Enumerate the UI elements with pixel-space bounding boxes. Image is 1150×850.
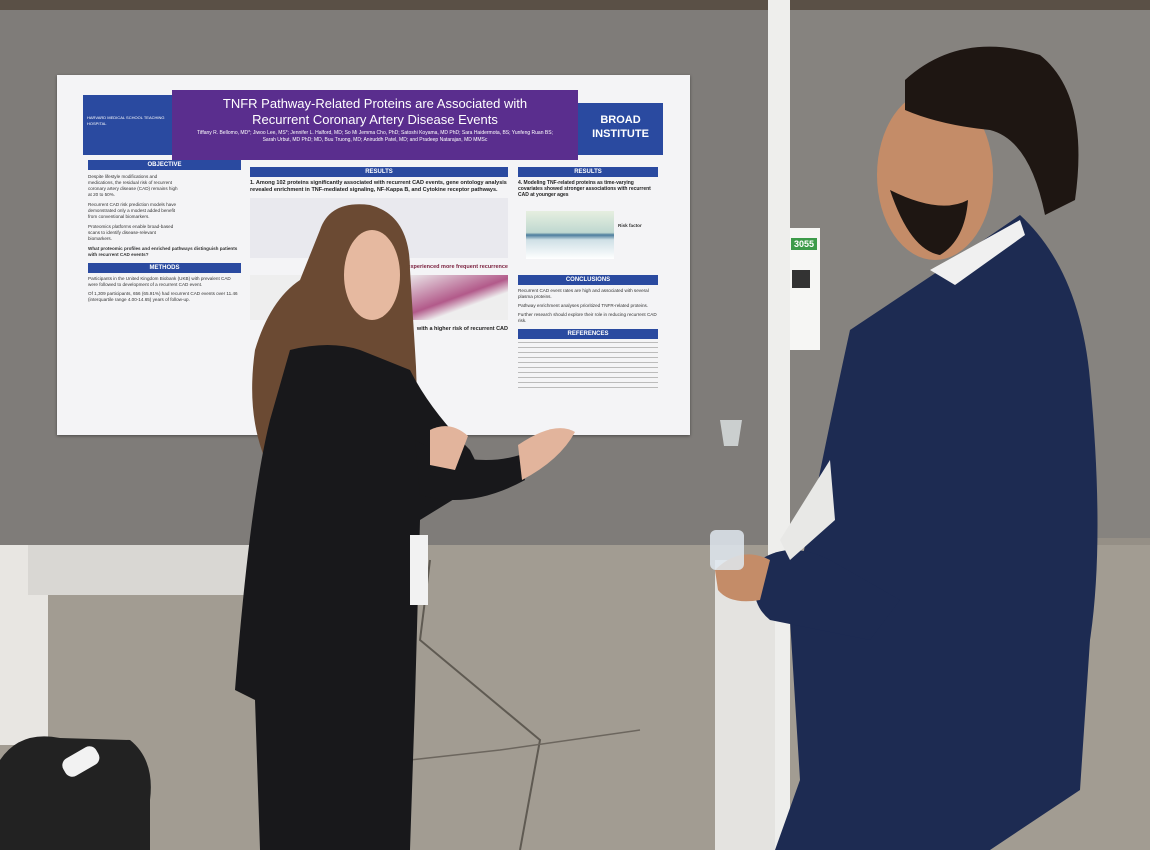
objective-text: Despite lifestyle modifications and medi… — [88, 174, 178, 197]
methods-text: Participants in the United Kingdom Bioba… — [88, 276, 231, 287]
shape — [890, 190, 968, 255]
bottle — [62, 746, 100, 777]
right-logo: BROAD INSTITUTE — [578, 103, 663, 155]
methods-text: Of 1,309 participants, 656 (65.91%) had … — [88, 291, 238, 302]
poster-title: TNFR Pathway-Related Proteins are Associ… — [222, 96, 528, 127]
left-column: OBJECTIVE Despite lifestyle modification… — [88, 160, 241, 425]
conclusion: Pathway enrichment analyses prioritized … — [518, 303, 649, 308]
conclusion: Further research should explore their ro… — [518, 312, 657, 323]
shape — [775, 215, 1098, 850]
shape — [344, 230, 400, 320]
chart-figure: Risk factor — [518, 201, 658, 271]
right-column: RESULTS 4. Modeling TNF-related proteins… — [518, 167, 658, 429]
shape — [410, 535, 428, 605]
poster: HARVARD MEDICAL SCHOOL TEACHING HOSPITAL… — [57, 75, 690, 435]
backpack — [0, 736, 151, 850]
shape — [235, 345, 485, 850]
section-heading: REFERENCES — [518, 329, 658, 339]
presenter — [235, 204, 575, 850]
result-finding: 1. Among 102 proteins significantly asso… — [250, 180, 507, 193]
shape — [518, 428, 575, 480]
result-finding: 4. Modeling TNF-related proteins as time… — [518, 180, 651, 198]
section-heading: CONCLUSIONS — [518, 275, 658, 285]
qr-code — [792, 270, 810, 288]
section-heading: RESULTS — [518, 167, 658, 177]
result-finding: experienced more frequent recurrence — [407, 264, 508, 270]
section-heading: METHODS — [88, 263, 241, 273]
table — [28, 545, 263, 595]
floor-crack — [409, 729, 641, 761]
booth-number: 3055 — [794, 239, 814, 249]
result-finding: with a higher risk of recurrent CAD — [416, 326, 508, 332]
title-box: TNFR Pathway-Related Proteins are Associ… — [172, 90, 578, 160]
shape — [930, 220, 1025, 285]
chart-area — [526, 211, 614, 259]
legend-title: Risk factor — [618, 223, 642, 228]
ceiling — [0, 0, 1150, 12]
shape — [710, 530, 744, 570]
reference-list — [518, 342, 658, 392]
logo-box: HARVARD MEDICAL SCHOOL TEACHING HOSPITAL — [83, 95, 173, 155]
objective-text: Recurrent CAD risk prediction models hav… — [88, 202, 177, 219]
cup — [720, 420, 742, 446]
poster-authors: Tiffany R. Bellomo, MD*; Jiwoo Lee, MS*;… — [197, 130, 553, 143]
objective-question: What proteomic profiles and enriched pat… — [88, 246, 238, 257]
section-heading: RESULTS — [250, 167, 508, 177]
objective-text: Proteomics platforms enable broad-based … — [88, 224, 174, 241]
conclusion: Recurrent CAD event rates are high and a… — [518, 288, 649, 299]
visitor — [710, 46, 1098, 850]
booth-number-bg — [791, 238, 817, 250]
shape — [780, 460, 835, 560]
left-logo: HARVARD MEDICAL SCHOOL TEACHING HOSPITAL — [87, 115, 165, 126]
section-heading: OBJECTIVE — [88, 160, 241, 170]
floor-crack — [418, 559, 542, 850]
shape — [430, 426, 468, 470]
shape — [754, 550, 900, 640]
shape — [905, 46, 1079, 216]
